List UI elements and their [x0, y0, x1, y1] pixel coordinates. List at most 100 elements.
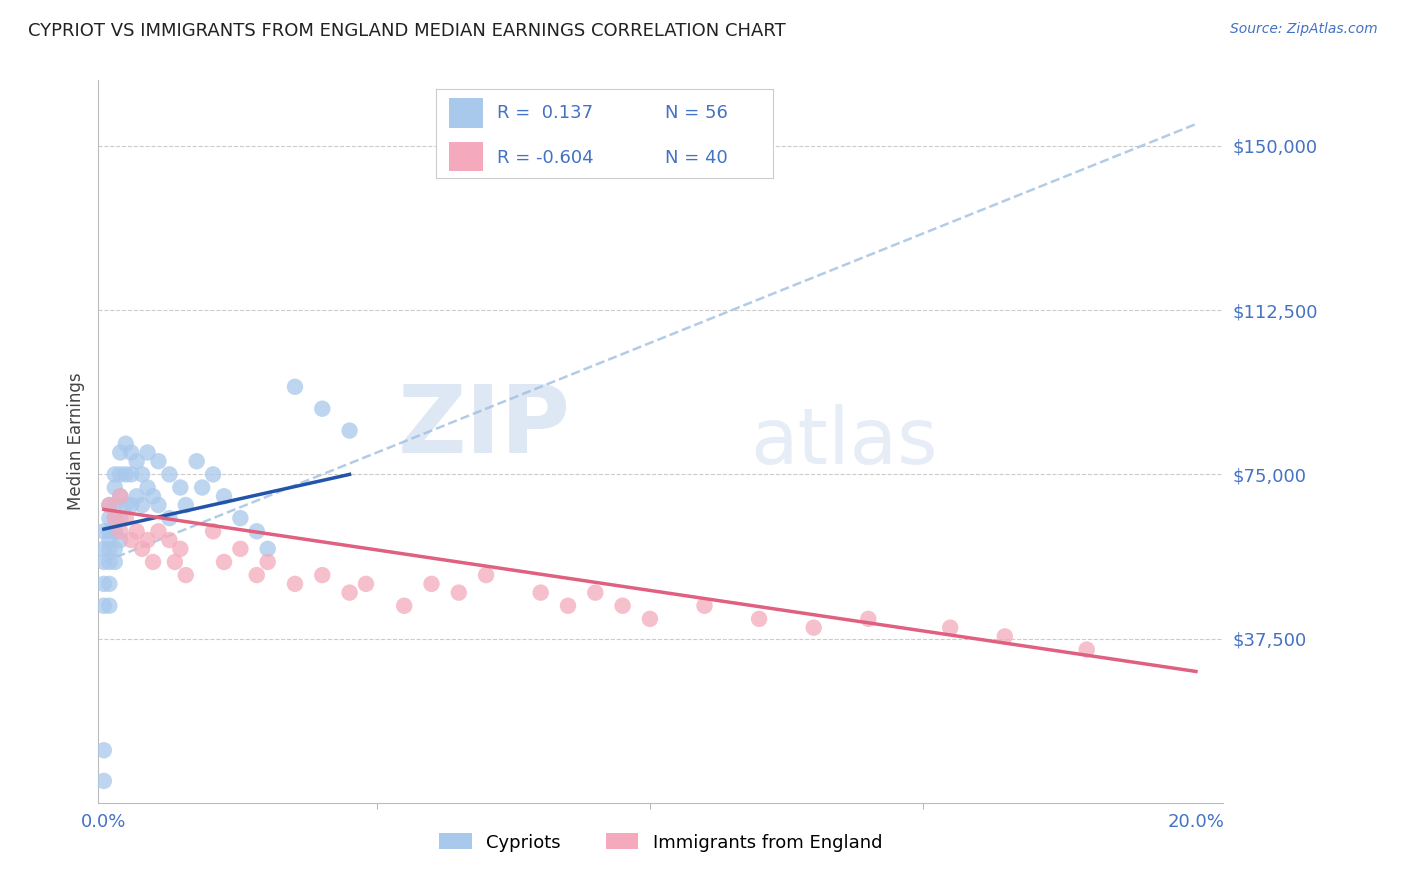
- Immigrants from England: [142, 555, 165, 569]
- Immigrants from England: [284, 577, 307, 591]
- Text: N = 56: N = 56: [665, 104, 728, 122]
- Immigrants from England: [110, 524, 132, 539]
- Cypriots: [202, 467, 225, 482]
- Immigrants from England: [157, 533, 180, 547]
- Cypriots: [148, 454, 170, 468]
- Cypriots: [148, 498, 170, 512]
- Cypriots: [98, 599, 121, 613]
- Cypriots: [114, 436, 136, 450]
- Cypriots: [104, 467, 127, 482]
- FancyBboxPatch shape: [450, 98, 484, 128]
- Immigrants from England: [104, 511, 127, 525]
- Cypriots: [93, 555, 115, 569]
- Cypriots: [284, 380, 307, 394]
- Cypriots: [339, 424, 361, 438]
- Text: R =  0.137: R = 0.137: [496, 104, 593, 122]
- Cypriots: [120, 445, 142, 459]
- Cypriots: [131, 498, 153, 512]
- Cypriots: [191, 481, 214, 495]
- Immigrants from England: [98, 498, 121, 512]
- Immigrants from England: [939, 621, 962, 635]
- Immigrants from England: [229, 541, 252, 556]
- Cypriots: [157, 467, 180, 482]
- Cypriots: [104, 555, 127, 569]
- Immigrants from England: [1076, 642, 1098, 657]
- Immigrants from England: [246, 568, 269, 582]
- Cypriots: [246, 524, 269, 539]
- Cypriots: [93, 577, 115, 591]
- Cypriots: [98, 498, 121, 512]
- Text: Source: ZipAtlas.com: Source: ZipAtlas.com: [1230, 22, 1378, 37]
- Cypriots: [120, 498, 142, 512]
- Text: R = -0.604: R = -0.604: [496, 149, 593, 167]
- Cypriots: [229, 511, 252, 525]
- Cypriots: [98, 577, 121, 591]
- Cypriots: [98, 524, 121, 539]
- Cypriots: [93, 524, 115, 539]
- Cypriots: [93, 743, 115, 757]
- Immigrants from England: [447, 585, 470, 599]
- Immigrants from England: [212, 555, 235, 569]
- Immigrants from England: [148, 524, 170, 539]
- Cypriots: [311, 401, 333, 416]
- Cypriots: [98, 555, 121, 569]
- Immigrants from England: [202, 524, 225, 539]
- Cypriots: [114, 498, 136, 512]
- Cypriots: [174, 498, 197, 512]
- Legend: Cypriots, Immigrants from England: Cypriots, Immigrants from England: [432, 826, 890, 859]
- Immigrants from England: [392, 599, 415, 613]
- Cypriots: [104, 511, 127, 525]
- Cypriots: [104, 524, 127, 539]
- Cypriots: [131, 467, 153, 482]
- Cypriots: [104, 498, 127, 512]
- Cypriots: [110, 467, 132, 482]
- Immigrants from England: [994, 629, 1017, 643]
- Immigrants from England: [169, 541, 191, 556]
- Y-axis label: Median Earnings: Median Earnings: [66, 373, 84, 510]
- Immigrants from England: [339, 585, 361, 599]
- Immigrants from England: [612, 599, 634, 613]
- Cypriots: [114, 467, 136, 482]
- Immigrants from England: [131, 541, 153, 556]
- Immigrants from England: [174, 568, 197, 582]
- Text: CYPRIOT VS IMMIGRANTS FROM ENGLAND MEDIAN EARNINGS CORRELATION CHART: CYPRIOT VS IMMIGRANTS FROM ENGLAND MEDIA…: [28, 22, 786, 40]
- Immigrants from England: [120, 533, 142, 547]
- Cypriots: [136, 445, 159, 459]
- Immigrants from England: [583, 585, 606, 599]
- Immigrants from England: [858, 612, 880, 626]
- Cypriots: [212, 489, 235, 503]
- Immigrants from England: [136, 533, 159, 547]
- Cypriots: [256, 541, 278, 556]
- Cypriots: [125, 454, 148, 468]
- Immigrants from England: [693, 599, 716, 613]
- Cypriots: [136, 481, 159, 495]
- Cypriots: [142, 489, 165, 503]
- Immigrants from England: [114, 511, 136, 525]
- Cypriots: [125, 489, 148, 503]
- Cypriots: [104, 481, 127, 495]
- Immigrants from England: [557, 599, 579, 613]
- Immigrants from England: [311, 568, 333, 582]
- Cypriots: [157, 511, 180, 525]
- Cypriots: [120, 467, 142, 482]
- Immigrants from England: [354, 577, 377, 591]
- Cypriots: [98, 541, 121, 556]
- Immigrants from England: [163, 555, 186, 569]
- Cypriots: [186, 454, 208, 468]
- Cypriots: [110, 445, 132, 459]
- Cypriots: [104, 541, 127, 556]
- Cypriots: [93, 541, 115, 556]
- Text: ZIP: ZIP: [398, 381, 571, 473]
- Immigrants from England: [748, 612, 770, 626]
- Text: N = 40: N = 40: [665, 149, 728, 167]
- Immigrants from England: [638, 612, 661, 626]
- Immigrants from England: [803, 621, 825, 635]
- Text: atlas: atlas: [751, 403, 938, 480]
- Immigrants from England: [475, 568, 498, 582]
- Cypriots: [110, 533, 132, 547]
- Cypriots: [98, 511, 121, 525]
- Cypriots: [93, 773, 115, 788]
- Cypriots: [110, 511, 132, 525]
- Immigrants from England: [530, 585, 553, 599]
- FancyBboxPatch shape: [450, 142, 484, 171]
